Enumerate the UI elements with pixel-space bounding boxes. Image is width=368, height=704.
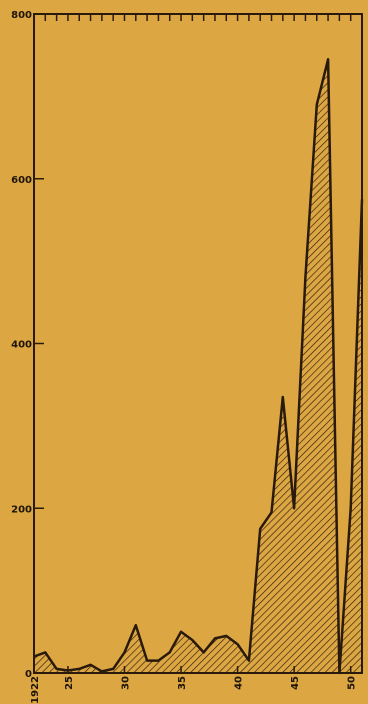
y-tick-label: 200 bbox=[11, 504, 32, 515]
x-tick-label: 45 bbox=[290, 676, 301, 690]
data-point bbox=[293, 507, 295, 510]
y-tick-label: 600 bbox=[11, 175, 32, 186]
data-point bbox=[327, 58, 329, 61]
y-tick-label: 0 bbox=[25, 669, 32, 680]
data-point bbox=[315, 103, 318, 106]
data-point bbox=[168, 651, 171, 654]
y-tick-label: 400 bbox=[11, 340, 32, 351]
data-point bbox=[180, 631, 182, 633]
data-point bbox=[146, 659, 148, 662]
data-point bbox=[44, 651, 47, 654]
data-point bbox=[282, 396, 284, 398]
x-tick-label: 50 bbox=[347, 676, 358, 690]
data-point bbox=[112, 668, 114, 670]
data-area bbox=[34, 59, 362, 674]
data-point bbox=[259, 528, 262, 530]
data-point bbox=[225, 635, 228, 637]
data-point bbox=[236, 643, 239, 645]
data-point bbox=[123, 651, 126, 654]
data-line bbox=[33, 58, 364, 675]
data-point bbox=[55, 668, 58, 670]
data-point bbox=[248, 659, 250, 662]
x-tick-label: 25 bbox=[64, 676, 75, 690]
x-tick-label: 35 bbox=[177, 676, 188, 690]
data-point bbox=[191, 639, 194, 641]
data-point bbox=[89, 663, 92, 666]
data-point bbox=[33, 655, 35, 658]
data-point bbox=[270, 511, 273, 514]
data-point bbox=[304, 276, 307, 279]
data-point bbox=[338, 672, 341, 674]
x-tick-label: 1922 bbox=[30, 676, 41, 704]
x-tick-label: 40 bbox=[234, 676, 245, 690]
data-point bbox=[101, 670, 103, 673]
data-point bbox=[214, 637, 216, 640]
x-tick-label: 30 bbox=[120, 676, 131, 690]
data-point bbox=[202, 651, 205, 654]
data-point bbox=[78, 668, 81, 670]
data-point bbox=[349, 507, 352, 510]
y-tick-label: 800 bbox=[11, 10, 32, 21]
data-point bbox=[134, 624, 137, 627]
data-point bbox=[157, 659, 160, 662]
data-point bbox=[361, 198, 363, 201]
